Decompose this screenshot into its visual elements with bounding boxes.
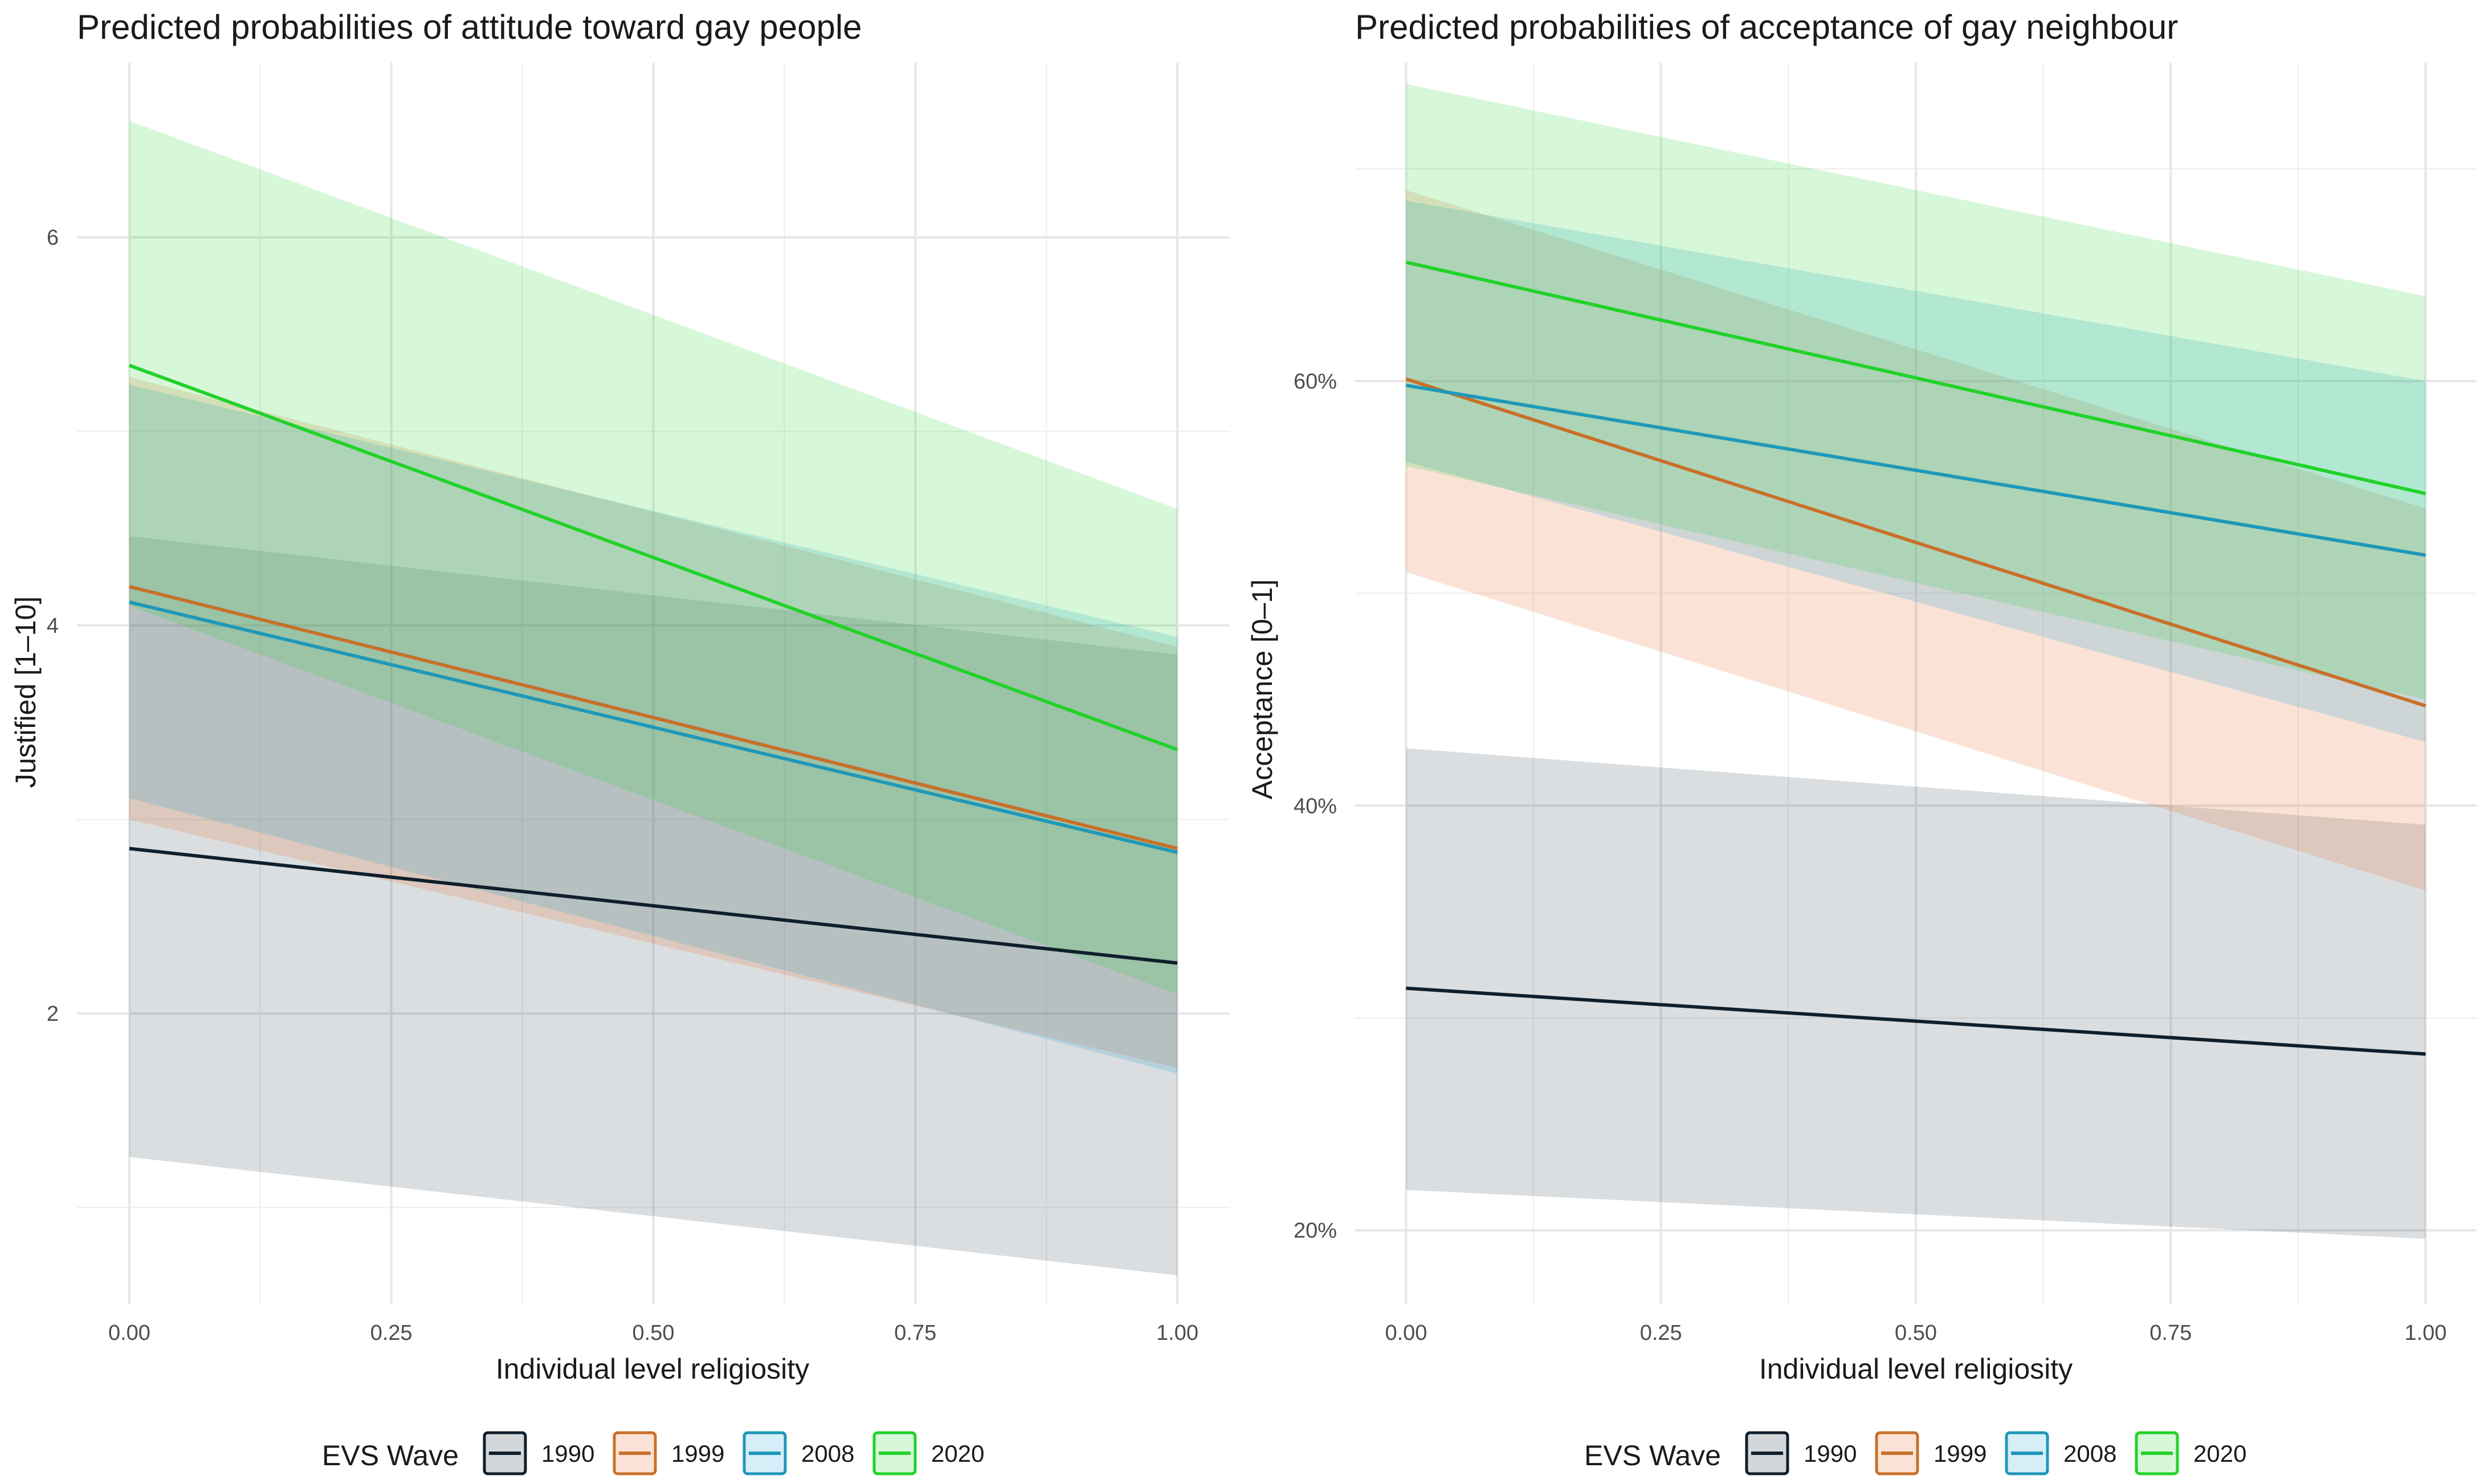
- series-line-2020: [1405, 260, 2426, 496]
- series-line-1990: [129, 847, 1178, 965]
- confidence-band-1990: [1406, 748, 2426, 1239]
- left-series-lines: [128, 363, 1178, 965]
- right-x-tick-labels: 0.00 0.25 0.50 0.75 1.00: [1385, 1321, 2446, 1345]
- left-panel: Predicted probabilities of attitude towa…: [10, 8, 1230, 1385]
- legend-label-2020: 2020: [931, 1440, 984, 1467]
- left-legend: EVS Wave 1990 1999 2008 2020: [322, 1431, 984, 1475]
- confidence-band-1999: [129, 377, 1178, 1068]
- legend-label-1999: 1999: [1934, 1440, 1987, 1467]
- x-tick-label: 0.75: [894, 1321, 936, 1345]
- x-tick-label: 0.00: [108, 1321, 150, 1345]
- right-gridlines: [1355, 63, 2477, 1305]
- right-y-tick-labels: 20% 40% 60%: [1294, 370, 1337, 1243]
- y-tick-label: 4: [47, 614, 59, 638]
- x-tick-label: 0.75: [2149, 1321, 2192, 1345]
- right-y-axis-label: Acceptance [0–1]: [1246, 579, 1278, 799]
- legend-label-2008: 2008: [801, 1440, 854, 1467]
- right-series-lines: [1405, 260, 2426, 1056]
- left-legend-title: EVS Wave: [322, 1440, 459, 1471]
- right-panel: Predicted probabilities of acceptance of…: [1246, 8, 2477, 1385]
- series-line-2020: [128, 363, 1178, 751]
- confidence-band-1999: [1406, 190, 2426, 891]
- x-tick-label: 1.00: [2405, 1321, 2447, 1345]
- right-x-axis-label: Individual level religiosity: [1759, 1353, 2073, 1385]
- series-line-1999: [1405, 377, 2426, 708]
- left-legend-keys: 1990 1999 2008 2020: [483, 1431, 984, 1475]
- series-line-1999: [129, 584, 1178, 851]
- legend-label-2008: 2008: [2063, 1440, 2116, 1467]
- y-tick-label: 2: [47, 1002, 59, 1026]
- y-tick-label: 6: [47, 226, 59, 250]
- confidence-band-2008: [129, 385, 1178, 1074]
- confidence-band-2020: [1406, 84, 2426, 700]
- left-chart-title: Predicted probabilities of attitude towa…: [77, 8, 862, 46]
- x-tick-label: 0.25: [1640, 1321, 1682, 1345]
- series-line-2008: [1405, 383, 2426, 557]
- right-chart-title: Predicted probabilities of acceptance of…: [1355, 8, 2178, 46]
- legend-label-1999: 1999: [671, 1440, 724, 1467]
- series-line-2008: [129, 600, 1178, 855]
- x-tick-label: 0.50: [1895, 1321, 1937, 1345]
- legend-label-1990: 1990: [1804, 1440, 1857, 1467]
- x-tick-label: 0.50: [633, 1321, 675, 1345]
- series-line-1990: [1406, 986, 2426, 1056]
- y-tick-label: 60%: [1294, 370, 1337, 394]
- right-legend-keys: 1990 1999 2008 2020: [1745, 1431, 2246, 1475]
- x-tick-label: 0.25: [370, 1321, 413, 1345]
- left-x-tick-labels: 0.00 0.25 0.50 0.75 1.00: [108, 1321, 1198, 1345]
- y-tick-label: 40%: [1294, 794, 1337, 818]
- legend-label-2020: 2020: [2193, 1440, 2246, 1467]
- left-y-tick-labels: 2 4 6: [47, 226, 59, 1027]
- y-tick-label: 20%: [1294, 1219, 1337, 1243]
- right-legend: EVS Wave 1990 1999 2008 2020: [1584, 1431, 2246, 1475]
- x-tick-label: 0.00: [1385, 1321, 1427, 1345]
- legend-label-1990: 1990: [541, 1440, 594, 1467]
- right-legend-title: EVS Wave: [1584, 1440, 1721, 1471]
- left-y-axis-label: Justified [1–10]: [10, 596, 42, 788]
- x-tick-label: 1.00: [1156, 1321, 1198, 1345]
- left-x-axis-label: Individual level religiosity: [496, 1353, 809, 1385]
